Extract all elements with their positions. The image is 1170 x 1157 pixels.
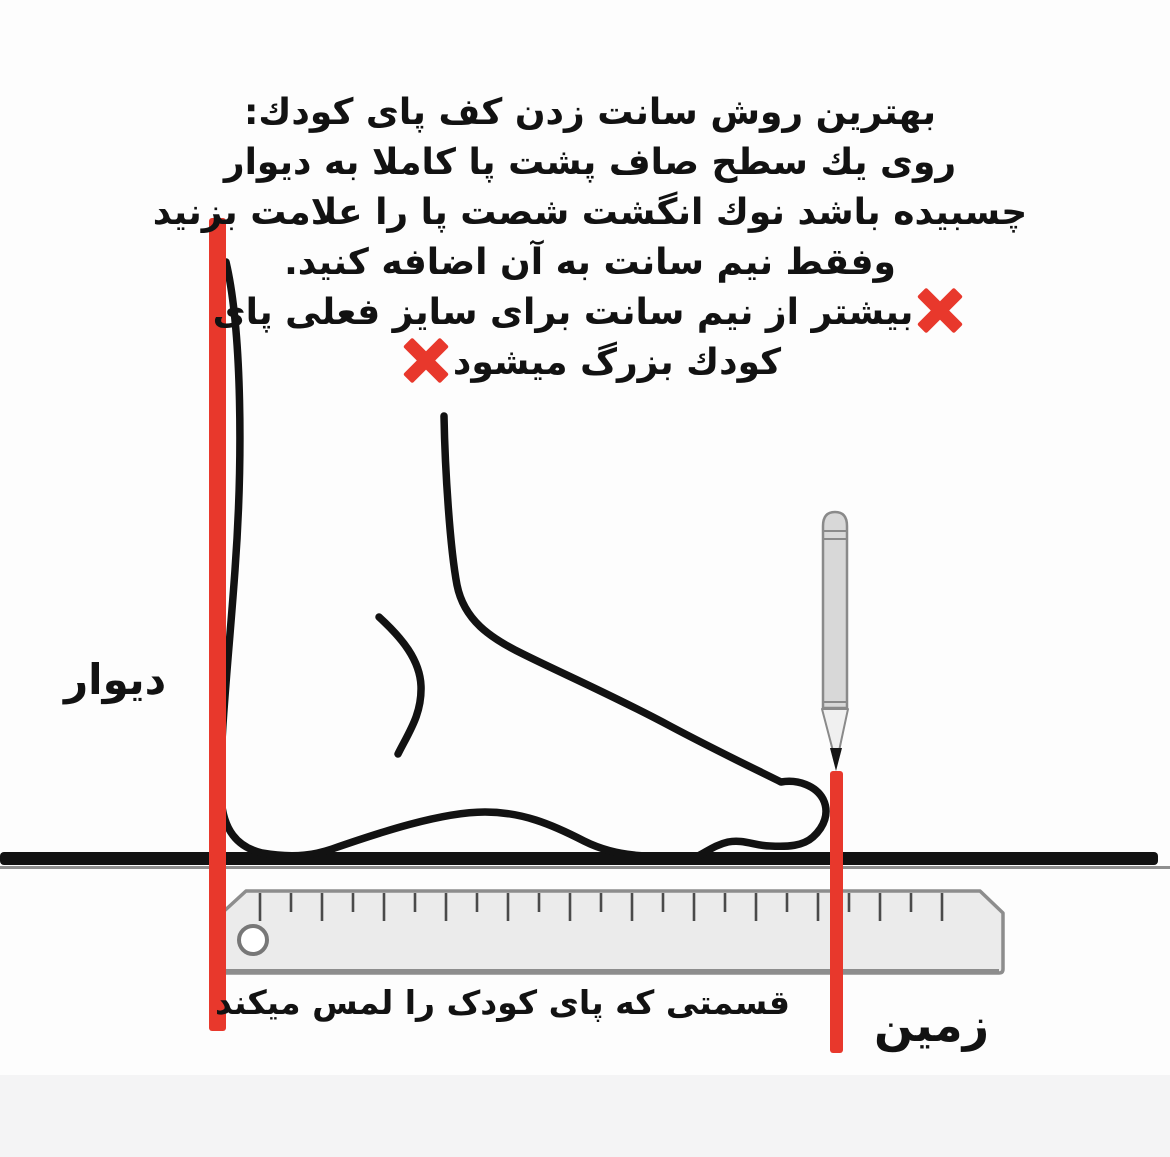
bottom-gray-band <box>0 1075 1170 1157</box>
ground-line <box>0 852 1170 869</box>
red-cross-icon <box>918 289 962 333</box>
warning-line-2: كودك بزرگ ميشود <box>140 338 1040 388</box>
instruction-line-2: روى يك سطح صاف پشت پا كاملا به ديوار <box>223 142 957 183</box>
warning-line-2-text: كودك بزرگ ميشود <box>452 342 782 383</box>
warning-line-1: بيشتر از نيم سانت براى سايز فعلى پاى <box>140 288 1040 338</box>
wall-label: دیوار <box>64 655 167 704</box>
warning-line-1-text: بيشتر از نيم سانت براى سايز فعلى پاى <box>212 292 914 333</box>
instruction-line-3: چسبيده باشد نوك انگشت شصت پا را علامت بز… <box>152 192 1028 233</box>
pencil-body <box>821 510 849 710</box>
pencil-graphic <box>821 510 849 771</box>
instruction-text-block: بهترين روش سانت زدن كف پاى كودك: روى يك … <box>140 88 1040 388</box>
ruler-ticks <box>258 893 944 921</box>
ankle-detail-line <box>375 613 425 758</box>
wall-red-line <box>209 218 226 1031</box>
pencil-cone <box>821 708 849 752</box>
ruler-caption: قسمتی که پای کودک را لمس میکند <box>214 983 790 1022</box>
ruler-hole <box>237 924 269 956</box>
ruler-graphic <box>220 889 1005 975</box>
pencil-tip <box>830 748 842 771</box>
instruction-line-1: بهترين روش سانت زدن كف پاى كودك: <box>244 92 936 133</box>
instruction-line-4: وفقط نيم سانت به آن اضافه كنيد. <box>284 242 896 283</box>
ground-label: زمین <box>874 998 990 1052</box>
red-cross-icon <box>404 339 448 383</box>
toe-mark-red-line <box>830 771 843 1053</box>
